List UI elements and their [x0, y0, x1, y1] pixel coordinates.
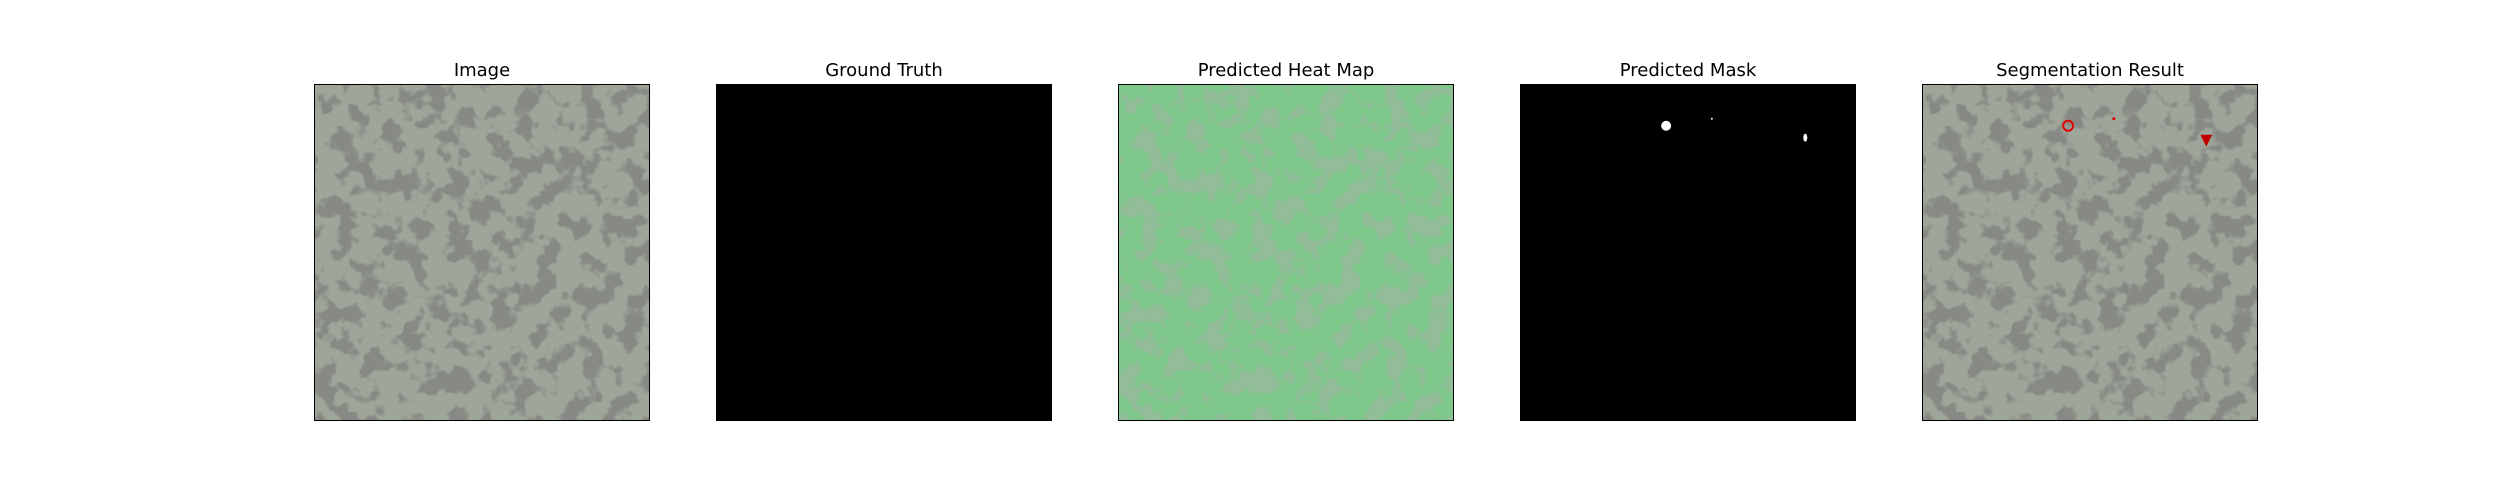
overlay-contour — [2200, 134, 2213, 147]
overlay-contour — [2062, 119, 2075, 132]
overlay-contour — [2112, 117, 2116, 121]
panel-heat-map: Predicted Heat Map — [1118, 0, 1454, 500]
panel-title: Image — [453, 60, 511, 81]
panel-image: Image — [314, 0, 650, 500]
segmentation-frame — [1922, 84, 2258, 421]
segmentation-spots — [1923, 85, 2257, 420]
mask-blob — [1803, 133, 1808, 142]
ground-truth-frame — [716, 84, 1052, 421]
panel-title: Predicted Heat Map — [1197, 60, 1375, 81]
panel-title: Segmentation Result — [1996, 60, 2184, 81]
panel-ground-truth: Ground Truth — [716, 0, 1052, 500]
mask-blobs — [1661, 117, 1808, 142]
heat-map-frame — [1118, 84, 1454, 421]
mask-frame — [1520, 84, 1856, 421]
mask-blob — [1661, 120, 1672, 131]
mask-blob — [1710, 117, 1713, 120]
panel-title: Ground Truth — [825, 60, 943, 81]
panel-title: Predicted Mask — [1619, 60, 1757, 81]
texture-image — [315, 85, 649, 420]
panel-segmentation: Segmentation Result — [1922, 0, 2258, 500]
texture-segmentation — [1923, 85, 2257, 420]
image-frame — [314, 84, 650, 421]
texture-heat-map — [1119, 85, 1453, 420]
heat-map-spots — [1119, 85, 1453, 420]
panel-predicted-mask: Predicted Mask — [1520, 0, 1856, 500]
image-spots — [315, 85, 649, 420]
